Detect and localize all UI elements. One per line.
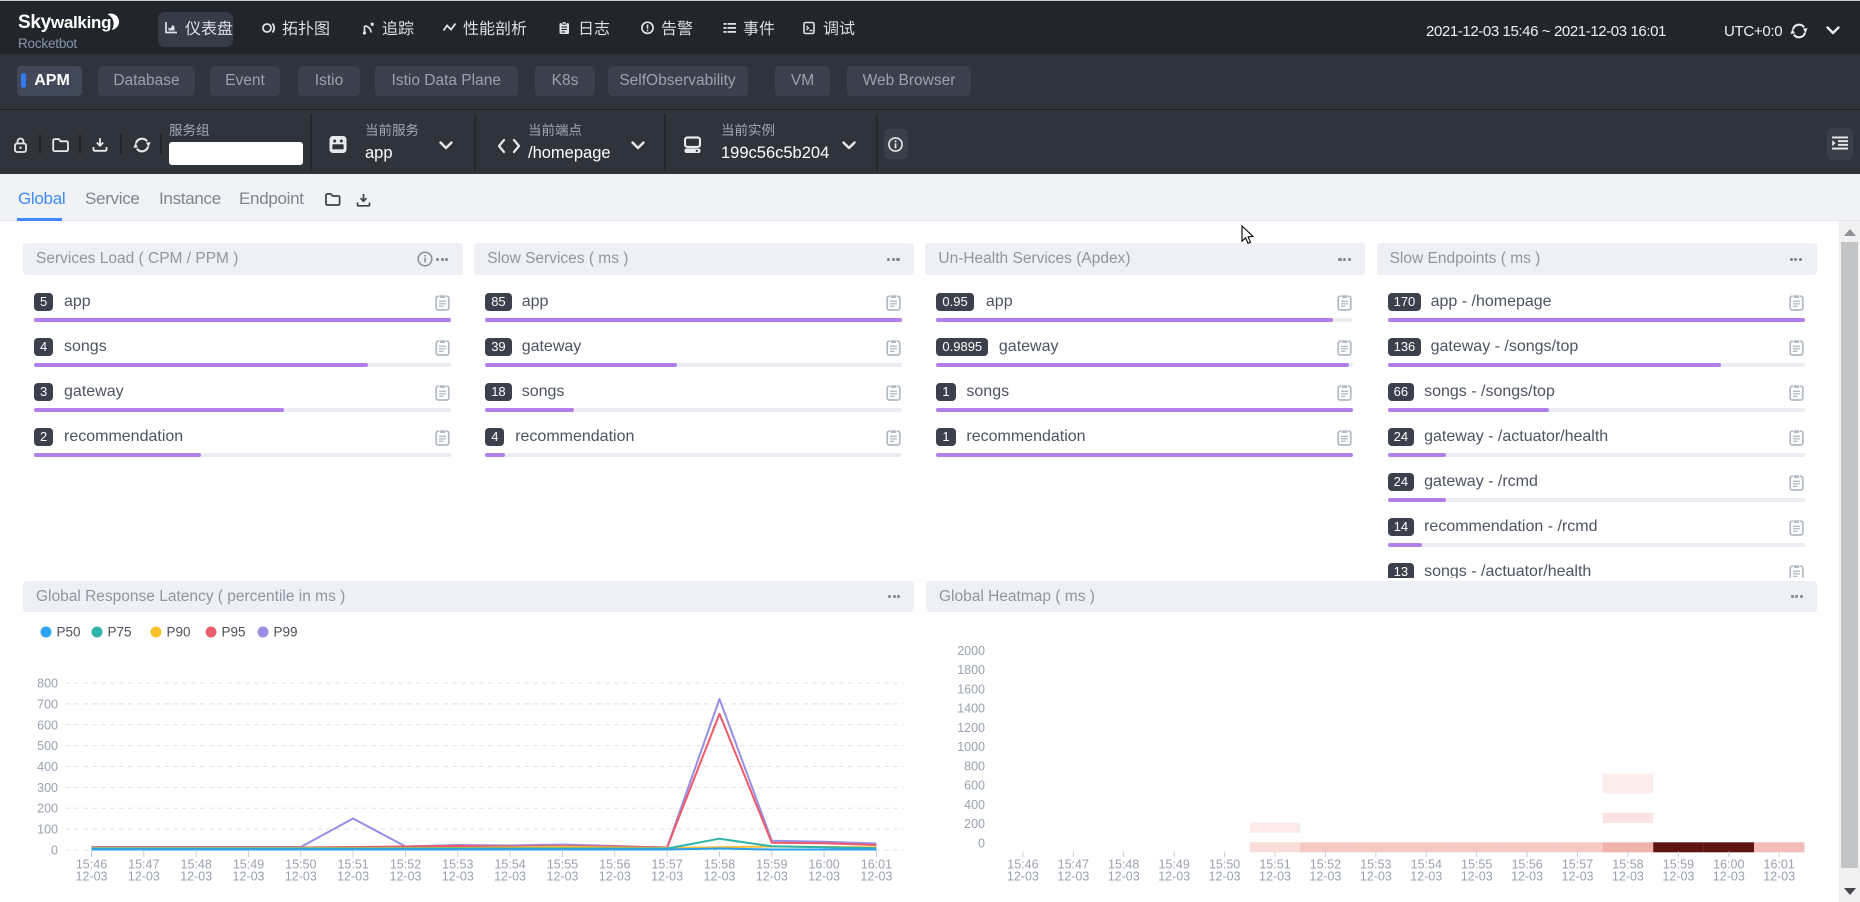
svg-text:12-03: 12-03 — [1713, 870, 1745, 884]
svg-text:15:53: 15:53 — [1360, 858, 1391, 872]
svg-text:200: 200 — [37, 802, 58, 816]
svg-text:12-03: 12-03 — [442, 870, 474, 884]
svg-text:15:49: 15:49 — [233, 858, 264, 872]
svg-text:400: 400 — [37, 760, 58, 774]
svg-text:1200: 1200 — [957, 721, 985, 735]
svg-text:12-03: 12-03 — [285, 870, 317, 884]
svg-text:P50: P50 — [57, 625, 81, 640]
svg-text:12-03: 12-03 — [1309, 870, 1341, 884]
svg-text:15:55: 15:55 — [547, 858, 578, 872]
svg-text:800: 800 — [37, 677, 58, 691]
svg-text:200: 200 — [964, 817, 985, 831]
svg-text:15:49: 15:49 — [1159, 858, 1190, 872]
svg-text:12-03: 12-03 — [756, 870, 788, 884]
svg-text:15:54: 15:54 — [1411, 858, 1442, 872]
svg-text:2000: 2000 — [957, 644, 985, 658]
svg-text:12-03: 12-03 — [599, 870, 631, 884]
svg-text:P75: P75 — [108, 625, 132, 640]
svg-text:12-03: 12-03 — [494, 870, 526, 884]
svg-text:0: 0 — [978, 836, 985, 850]
svg-text:15:51: 15:51 — [337, 858, 368, 872]
svg-text:100: 100 — [37, 823, 58, 837]
svg-text:600: 600 — [37, 718, 58, 732]
svg-text:16:01: 16:01 — [861, 858, 892, 872]
svg-text:12-03: 12-03 — [76, 870, 108, 884]
svg-text:15:46: 15:46 — [1007, 858, 1038, 872]
svg-text:12-03: 12-03 — [1108, 870, 1140, 884]
svg-text:12-03: 12-03 — [337, 870, 369, 884]
svg-text:15:53: 15:53 — [442, 858, 473, 872]
svg-text:15:50: 15:50 — [1209, 858, 1240, 872]
svg-text:15:57: 15:57 — [651, 858, 682, 872]
svg-text:15:56: 15:56 — [1511, 858, 1542, 872]
svg-text:15:47: 15:47 — [1058, 858, 1089, 872]
svg-text:12-03: 12-03 — [1158, 870, 1190, 884]
svg-text:16:00: 16:00 — [808, 858, 839, 872]
svg-text:15:56: 15:56 — [599, 858, 630, 872]
svg-text:12-03: 12-03 — [1057, 870, 1089, 884]
svg-text:15:51: 15:51 — [1259, 858, 1290, 872]
svg-text:15:50: 15:50 — [285, 858, 316, 872]
svg-text:15:57: 15:57 — [1562, 858, 1593, 872]
svg-text:300: 300 — [37, 781, 58, 795]
svg-text:12-03: 12-03 — [651, 870, 683, 884]
svg-text:700: 700 — [37, 697, 58, 711]
svg-text:15:48: 15:48 — [1108, 858, 1139, 872]
svg-text:12-03: 12-03 — [390, 870, 422, 884]
svg-text:0: 0 — [51, 844, 58, 858]
svg-text:12-03: 12-03 — [1209, 870, 1241, 884]
svg-text:500: 500 — [37, 739, 58, 753]
svg-text:15:46: 15:46 — [76, 858, 107, 872]
svg-text:12-03: 12-03 — [1612, 870, 1644, 884]
svg-text:12-03: 12-03 — [547, 870, 579, 884]
svg-text:12-03: 12-03 — [233, 870, 265, 884]
svg-text:16:00: 16:00 — [1713, 858, 1744, 872]
svg-text:15:48: 15:48 — [181, 858, 212, 872]
svg-text:12-03: 12-03 — [860, 870, 892, 884]
svg-text:P95: P95 — [222, 625, 246, 640]
svg-text:1600: 1600 — [957, 682, 985, 696]
svg-text:15:47: 15:47 — [128, 858, 159, 872]
svg-text:12-03: 12-03 — [128, 870, 160, 884]
svg-text:15:54: 15:54 — [494, 858, 525, 872]
svg-text:1800: 1800 — [957, 663, 985, 677]
svg-text:15:59: 15:59 — [756, 858, 787, 872]
svg-text:15:59: 15:59 — [1663, 858, 1694, 872]
svg-text:15:58: 15:58 — [1612, 858, 1643, 872]
svg-text:15:52: 15:52 — [390, 858, 421, 872]
svg-text:12-03: 12-03 — [1662, 870, 1694, 884]
svg-text:P90: P90 — [167, 625, 191, 640]
svg-text:12-03: 12-03 — [1410, 870, 1442, 884]
svg-text:12-03: 12-03 — [1007, 870, 1039, 884]
svg-text:12-03: 12-03 — [180, 870, 212, 884]
svg-text:1400: 1400 — [957, 702, 985, 716]
svg-text:600: 600 — [964, 779, 985, 793]
svg-text:P99: P99 — [274, 625, 298, 640]
svg-text:15:58: 15:58 — [704, 858, 735, 872]
svg-text:12-03: 12-03 — [1511, 870, 1543, 884]
svg-text:12-03: 12-03 — [1461, 870, 1493, 884]
svg-text:15:52: 15:52 — [1310, 858, 1341, 872]
svg-text:15:55: 15:55 — [1461, 858, 1492, 872]
svg-text:800: 800 — [964, 759, 985, 773]
svg-text:12-03: 12-03 — [704, 870, 736, 884]
svg-text:12-03: 12-03 — [1562, 870, 1594, 884]
svg-text:1000: 1000 — [957, 740, 985, 754]
svg-text:400: 400 — [964, 798, 985, 812]
svg-text:12-03: 12-03 — [1763, 870, 1795, 884]
svg-text:12-03: 12-03 — [1259, 870, 1291, 884]
svg-text:12-03: 12-03 — [808, 870, 840, 884]
svg-text:16:01: 16:01 — [1764, 858, 1795, 872]
svg-text:12-03: 12-03 — [1360, 870, 1392, 884]
